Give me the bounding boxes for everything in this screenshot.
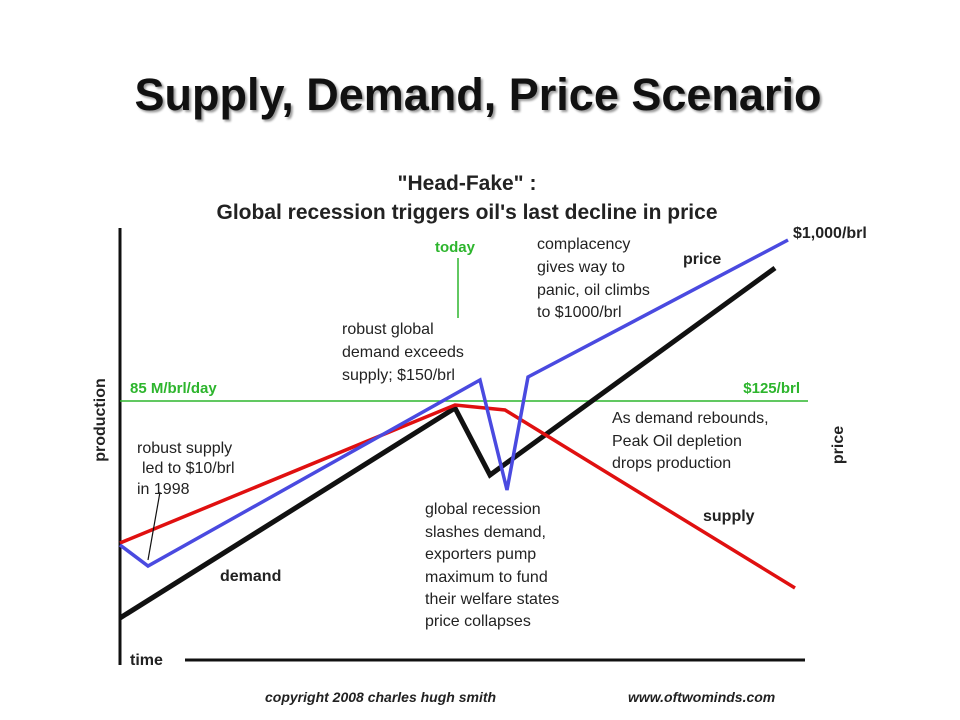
x-axis-label: time	[130, 652, 163, 669]
annotation-line: complacency	[537, 236, 630, 253]
price-label: price	[683, 251, 721, 268]
y2-axis-label: price	[830, 426, 847, 464]
website: www.oftwominds.com	[628, 689, 775, 705]
annotation-line: supply; $150/brl	[342, 367, 455, 384]
annotation-line: to $1000/brl	[537, 304, 622, 321]
annotation: robust supply led to $10/brl in 1998	[137, 440, 235, 498]
slide-title: Supply, Demand, Price Scenario	[135, 69, 822, 120]
annotation: complacency gives way to panic, oil clim…	[537, 236, 650, 321]
price-level-label: $125/brl	[743, 380, 800, 397]
annotation-line: their welfare states	[425, 591, 559, 608]
annotation-line: led to $10/brl	[142, 460, 235, 477]
supply-label: supply	[703, 508, 755, 525]
annotation-line: exporters pump	[425, 546, 536, 563]
annotation-line: global recession	[425, 501, 541, 518]
annotation-line: panic, oil climbs	[537, 282, 650, 299]
today-label: today	[435, 239, 476, 256]
demand-line	[118, 265, 777, 621]
diagram-title: "Head-Fake" :	[398, 172, 537, 195]
copyright: copyright 2008 charles hugh smith	[265, 689, 496, 705]
axes	[118, 228, 805, 665]
annotation-line: maximum to fund	[425, 569, 548, 586]
price-end-label: $1,000/brl	[793, 225, 867, 242]
annotation: global recession slashes demand, exporte…	[425, 501, 559, 630]
demand-label: demand	[220, 568, 281, 585]
annotation-line: Peak Oil depletion	[612, 433, 742, 450]
annotation-line: slashes demand,	[425, 524, 546, 541]
annotation-line: gives way to	[537, 259, 625, 276]
annotation-line: robust supply	[137, 440, 232, 457]
annotation-line: drops production	[612, 455, 731, 472]
annotation-line: As demand rebounds,	[612, 410, 769, 427]
supply-line	[119, 403, 796, 590]
annotation-line: demand exceeds	[342, 344, 464, 361]
annotation: robust global demand exceeds supply; $15…	[342, 321, 464, 384]
y-axis-label: production	[92, 378, 109, 462]
price-line	[118, 238, 789, 569]
diagram-title: Global recession triggers oil's last dec…	[217, 201, 718, 224]
annotation: As demand rebounds, Peak Oil depletion d…	[612, 410, 769, 472]
annotation-line: robust global	[342, 321, 434, 338]
annotation-line: price collapses	[425, 613, 531, 630]
annotation-line: in 1998	[137, 481, 190, 498]
production-level-label: 85 M/brl/day	[130, 380, 217, 397]
pointer	[147, 491, 161, 561]
